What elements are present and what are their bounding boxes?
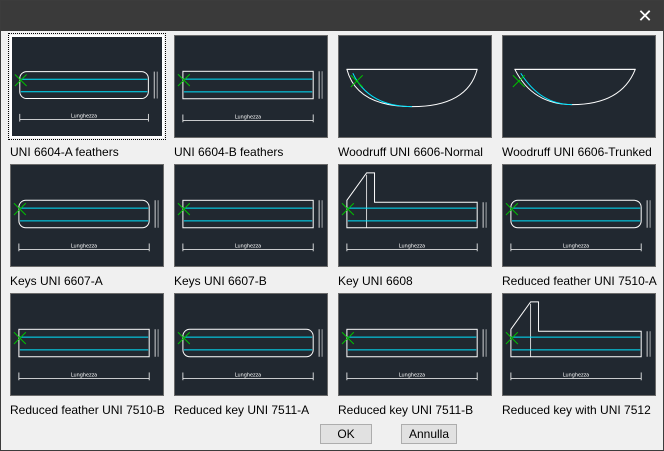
key-edge-line	[352, 73, 413, 108]
key-type-option[interactable]: Lunghezza Reduced key UNI 7511-B	[337, 293, 497, 418]
dimension-label: Lunghezza	[563, 372, 589, 378]
key-type-label: Keys UNI 6607-B	[174, 274, 267, 288]
key-type-option[interactable]: Lunghezza Keys UNI 6607-B	[173, 164, 333, 289]
key-preview-thumbnail[interactable]: Lunghezza	[174, 293, 328, 396]
key-outline	[346, 328, 478, 358]
key-preview-drawing: Lunghezza	[341, 172, 487, 252]
key-type-option[interactable]: Lunghezza Reduced key with UNI 7512	[501, 293, 661, 418]
key-type-label: UNI 6604-B feathers	[174, 145, 284, 159]
key-preview-thumbnail[interactable]: Lunghezza	[338, 293, 492, 396]
dimension-label: Lunghezza	[399, 243, 425, 249]
key-type-label: Key UNI 6608	[338, 274, 413, 288]
dimension-label: Lunghezza	[235, 372, 261, 378]
key-type-option[interactable]: Woodruff UNI 6606-Trunked	[501, 35, 661, 160]
key-type-label: Reduced feather UNI 7510-B	[10, 403, 165, 417]
key-type-option[interactable]: Lunghezza Reduced feather UNI 7510-A	[501, 164, 661, 289]
key-preview-drawing: Lunghezza	[13, 199, 159, 252]
key-preview-drawing: Lunghezza	[177, 70, 323, 123]
insert-point-marker	[341, 331, 355, 345]
key-type-option[interactable]: Lunghezza UNI 6604-A feathers	[8, 33, 169, 160]
insert-point-marker	[505, 202, 519, 216]
key-preview-thumbnail[interactable]: Lunghezza	[10, 164, 164, 267]
key-type-option[interactable]: Woodruff UNI 6606-Normal	[337, 35, 497, 160]
key-outline	[19, 71, 149, 99]
key-type-label: Reduced key with UNI 7512	[502, 403, 651, 417]
insert-point-marker	[505, 331, 519, 345]
insert-point-marker	[341, 202, 355, 216]
insert-point-marker	[177, 331, 191, 345]
key-type-label: Reduced key UNI 7511-A	[174, 403, 310, 417]
insert-point-marker	[13, 202, 27, 216]
key-outline	[182, 328, 314, 358]
key-preview-thumbnail[interactable]: Lunghezza	[502, 293, 656, 396]
key-preview-drawing: Lunghezza	[505, 301, 651, 381]
insert-point-marker	[177, 202, 191, 216]
key-preview-drawing: Lunghezza	[14, 71, 158, 122]
dimension-label: Lunghezza	[399, 372, 425, 378]
dimension-label: Lunghezza	[235, 243, 261, 249]
close-icon: ✕	[637, 6, 653, 26]
woodruff-outline	[514, 68, 636, 106]
close-button[interactable]: ✕	[631, 3, 659, 29]
key-preview-drawing: Lunghezza	[177, 199, 323, 252]
key-preview-drawing: Lunghezza	[13, 328, 159, 381]
key-preview-thumbnail[interactable]	[338, 35, 492, 138]
key-outline	[182, 70, 314, 100]
insert-point-marker	[177, 73, 191, 87]
key-preview-drawing	[346, 68, 478, 108]
key-preview-thumbnail[interactable]: Lunghezza	[338, 164, 492, 267]
key-type-option[interactable]: Lunghezza Reduced key UNI 7511-A	[173, 293, 333, 418]
key-type-label: Keys UNI 6607-A	[10, 274, 103, 288]
insert-point-marker	[14, 74, 27, 87]
dimension-label: Lunghezza	[71, 114, 97, 120]
insert-point-marker	[350, 74, 364, 88]
key-type-option[interactable]: Lunghezza Keys UNI 6607-A	[9, 164, 169, 289]
gib-key-outline	[346, 172, 478, 229]
key-type-label: Reduced key UNI 7511-B	[338, 403, 474, 417]
dimension-label: Lunghezza	[71, 372, 97, 378]
gib-key-outline	[510, 301, 642, 358]
key-preview-drawing: Lunghezza	[505, 199, 651, 252]
key-outline	[18, 328, 150, 358]
key-outline	[18, 199, 150, 229]
key-type-label: Reduced feather UNI 7510-A	[502, 274, 657, 288]
key-preview-thumbnail[interactable]: Lunghezza	[174, 35, 328, 138]
key-edge-line	[520, 73, 573, 106]
dimension-label: Lunghezza	[563, 243, 589, 249]
ok-button[interactable]: OK	[320, 424, 372, 444]
key-type-label: Woodruff UNI 6606-Trunked	[502, 145, 652, 159]
key-preview-drawing: Lunghezza	[341, 328, 487, 381]
woodruff-outline	[346, 68, 478, 108]
key-preview-drawing: Lunghezza	[177, 328, 323, 381]
dimension-label: Lunghezza	[71, 243, 97, 249]
key-preview-thumbnail[interactable]	[502, 35, 656, 138]
key-outline	[182, 199, 314, 229]
key-type-label: UNI 6604-A feathers	[10, 145, 119, 159]
cancel-button[interactable]: Annulla	[401, 424, 457, 444]
title-bar: ✕	[1, 1, 663, 31]
key-type-option[interactable]: Lunghezza UNI 6604-B feathers	[173, 35, 333, 160]
key-preview-thumbnail[interactable]: Lunghezza	[10, 293, 164, 396]
key-preview-thumbnail[interactable]: Lunghezza	[502, 164, 656, 267]
key-type-label: Woodruff UNI 6606-Normal	[338, 145, 483, 159]
key-type-option[interactable]: Lunghezza Reduced feather UNI 7510-B	[9, 293, 169, 418]
dimension-label: Lunghezza	[235, 114, 261, 120]
insert-point-marker	[512, 74, 526, 88]
key-preview-drawing	[512, 68, 636, 106]
key-type-option[interactable]: Lunghezza Key UNI 6608	[337, 164, 497, 289]
key-outline	[510, 199, 642, 229]
insert-point-marker	[13, 331, 27, 345]
key-preview-thumbnail[interactable]: Lunghezza	[174, 164, 328, 267]
key-preview-thumbnail[interactable]: Lunghezza	[8, 33, 166, 140]
